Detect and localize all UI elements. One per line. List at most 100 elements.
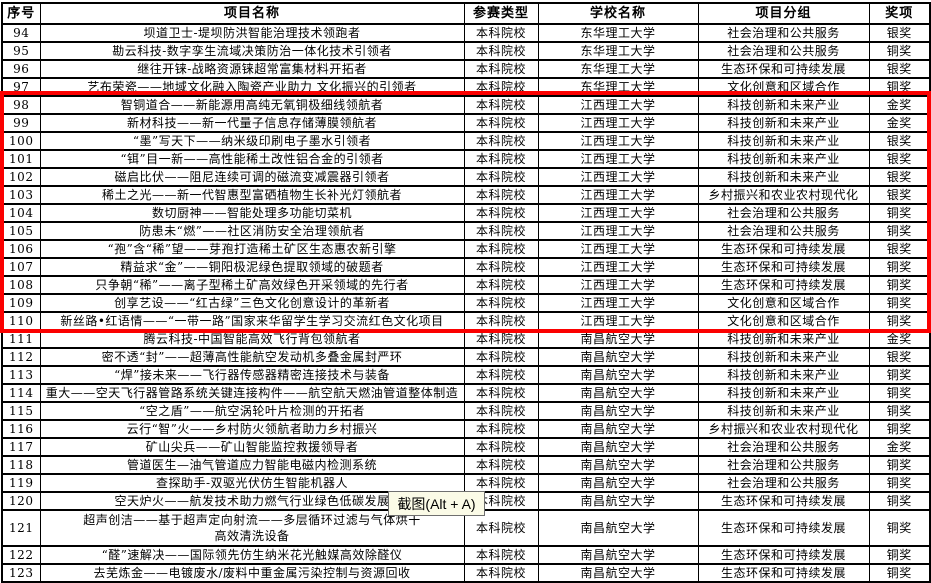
cell-project-group: 科技创新和未来产业	[697, 167, 870, 187]
cell-school-name: 江西理工大学	[537, 203, 699, 223]
cell-index: 96	[1, 59, 41, 79]
cell-project-group: 乡村振兴和农业农村现代化	[697, 419, 870, 439]
cell-project-group: 文化创意和区域合作	[697, 77, 870, 97]
table-row-114: 114 重大——空天飞行器管路系统关键连接构件——航空航天燃油管道整体制造 本科院校…	[1, 383, 931, 403]
cell-index: 122	[1, 545, 41, 565]
table-row-116: 116 云行“智”火——乡村防火领航者助力乡村振兴 本科院校 南昌航空大学 乡村振兴和农…	[1, 419, 931, 439]
cell-award: 铜奖	[868, 419, 931, 439]
cell-project-name: 数切厨神——智能处理多功能切菜机	[39, 203, 465, 223]
table-body: 94 坝道卫士-堤坝防洪智能治理技术领跑者 本科院校 东华理工大学 社会治理和公共服务银…	[1, 23, 931, 583]
cell-entry-type: 本科院校	[463, 203, 539, 223]
cell-entry-type: 本科院校	[463, 365, 539, 385]
screenshot-tooltip: 截图(Alt + A)	[388, 491, 485, 516]
cell-project-group: 生态环保和可持续发展	[697, 491, 870, 511]
cell-school-name: 南昌航空大学	[537, 419, 699, 439]
cell-school-name: 东华理工大学	[537, 41, 699, 61]
table-row-120: 120 空天炉火——航发技术助力燃气行业绿色低碳发展 本科院校 南昌航空大学 生态环保和…	[1, 491, 931, 511]
cell-project-group: 生态环保和可持续发展	[697, 563, 870, 583]
cell-award: 铜奖	[868, 401, 931, 421]
cell-entry-type: 本科院校	[463, 59, 539, 79]
cell-project-name: “墨”写天下——纳米级印刷电子墨水引领者	[39, 131, 465, 151]
cell-project-name: 只争朝“稀”——离子型稀土矿高效绿色开采领域的先行者	[39, 275, 465, 295]
cell-index: 107	[1, 257, 41, 277]
table-row-115: 115 “空之盾”——航空涡轮叶片检测的开拓者 本科院校 南昌航空大学 科技创新和未来产…	[1, 401, 931, 421]
cell-school-name: 南昌航空大学	[537, 563, 699, 583]
cell-school-name: 东华理工大学	[537, 23, 699, 43]
cell-index: 99	[1, 113, 41, 133]
cell-school-name: 江西理工大学	[537, 95, 699, 115]
cell-entry-type: 本科院校	[463, 545, 539, 565]
cell-project-name: 新丝路•红语情——“一带一路”国家来华留学生学习交流红色文化项目	[39, 311, 465, 331]
cell-award: 铜奖	[868, 257, 931, 277]
cell-project-group: 社会治理和公共服务	[697, 221, 870, 241]
cell-entry-type: 本科院校	[463, 311, 539, 331]
table-row-105: 105 防患未“燃”——社区消防安全治理领航者 本科院校 江西理工大学 社会治理和公共服…	[1, 221, 931, 241]
cell-award: 银奖	[868, 347, 931, 367]
table-row-122: 122 “醛”速解决——国际领先仿生纳米花光触媒高效除醛仪 本科院校 南昌航空大学 生态…	[1, 545, 931, 565]
cell-entry-type: 本科院校	[463, 77, 539, 97]
table-row-118: 118 管道医生—油气管道应力智能电磁内检测系统 本科院校 南昌航空大学 社会治理和公共…	[1, 455, 931, 475]
cell-entry-type: 本科院校	[463, 257, 539, 277]
table-row-100: 100 “墨”写天下——纳米级印刷电子墨水引领者 本科院校 江西理工大学 科技创新和未来…	[1, 131, 931, 151]
cell-entry-type: 本科院校	[463, 221, 539, 241]
table-row-109: 109 创享艺设——“红古绿”三色文化创意设计的革新者 本科院校 江西理工大学 文化创意…	[1, 293, 931, 313]
cell-award: 铜奖	[868, 41, 931, 61]
cell-entry-type: 本科院校	[463, 113, 539, 133]
cell-project-name: 空天炉火——航发技术助力燃气行业绿色低碳发展	[39, 491, 465, 511]
cell-project-group: 社会治理和公共服务	[697, 23, 870, 43]
cell-project-name: 防患未“燃”——社区消防安全治理领航者	[39, 221, 465, 241]
cell-project-group: 科技创新和未来产业	[697, 401, 870, 421]
cell-project-name: 勘云科技-数字孪生流域决策防治一体化技术引领者	[39, 41, 465, 61]
cell-award: 金奖	[868, 95, 931, 115]
cell-project-name: 智铜道合——新能源用高纯无氧铜极细线领航者	[39, 95, 465, 115]
cell-award: 铜奖	[868, 311, 931, 331]
cell-award: 银奖	[868, 167, 931, 187]
cell-project-name: “焊”接未来——飞行器传感器精密连接技术与装备	[39, 365, 465, 385]
cell-project-group: 社会治理和公共服务	[697, 437, 870, 457]
cell-project-group: 科技创新和未来产业	[697, 365, 870, 385]
cell-project-group: 生态环保和可持续发展	[697, 239, 870, 259]
cell-entry-type: 本科院校	[463, 23, 539, 43]
cell-school-name: 东华理工大学	[537, 59, 699, 79]
table-row-112: 112 密不透“封”——超薄高性能航空发动机多叠金属封严环 本科院校 南昌航空大学 科技…	[1, 347, 931, 367]
cell-index: 118	[1, 455, 41, 475]
cell-index: 98	[1, 95, 41, 115]
cell-entry-type: 本科院校	[463, 437, 539, 457]
cell-project-group: 科技创新和未来产业	[697, 95, 870, 115]
cell-index: 115	[1, 401, 41, 421]
cell-index: 119	[1, 473, 41, 493]
cell-entry-type: 本科院校	[463, 383, 539, 403]
cell-school-name: 江西理工大学	[537, 131, 699, 151]
cell-school-name: 南昌航空大学	[537, 545, 699, 565]
cell-project-name: 查探助手-双驱光伏仿生智能机器人	[39, 473, 465, 493]
cell-award: 金奖	[868, 113, 931, 133]
cell-project-group: 文化创意和区域合作	[697, 293, 870, 313]
cell-project-name: 创享艺设——“红古绿”三色文化创意设计的革新者	[39, 293, 465, 313]
table-row-104: 104 数切厨神——智能处理多功能切菜机 本科院校 江西理工大学 社会治理和公共服务 铜奖	[1, 203, 931, 223]
cell-project-name: 艺布荣瓷——地域文化融入陶瓷产业助力 文化振兴的引领者	[39, 77, 465, 97]
cell-project-name: “空之盾”——航空涡轮叶片检测的开拓者	[39, 401, 465, 421]
cell-school-name: 南昌航空大学	[537, 437, 699, 457]
cell-entry-type: 本科院校	[463, 329, 539, 349]
cell-project-name: 云行“智”火——乡村防火领航者助力乡村振兴	[39, 419, 465, 439]
cell-award: 铜奖	[868, 383, 931, 403]
cell-school-name: 江西理工大学	[537, 275, 699, 295]
cell-award: 金奖	[868, 437, 931, 457]
table-row-106: 106 “孢”含“稀”望——芽孢打造稀土矿区生态惠农新引擎 本科院校 江西理工大学 生态…	[1, 239, 931, 259]
cell-project-group: 科技创新和未来产业	[697, 149, 870, 169]
table-row-98: 98 智铜道合——新能源用高纯无氧铜极细线领航者 本科院校 江西理工大学 科技创新和未来…	[1, 95, 931, 115]
cell-index: 105	[1, 221, 41, 241]
cell-entry-type: 本科院校	[463, 275, 539, 295]
cell-index: 114	[1, 383, 41, 403]
table-row-94: 94 坝道卫士-堤坝防洪智能治理技术领跑者 本科院校 东华理工大学 社会治理和公共服务银…	[1, 23, 931, 43]
cell-index: 123	[1, 563, 41, 583]
cell-index: 108	[1, 275, 41, 295]
cell-award: 银奖	[868, 59, 931, 79]
cell-index: 101	[1, 149, 41, 169]
cell-project-name: 密不透“封”——超薄高性能航空发动机多叠金属封严环	[39, 347, 465, 367]
cell-project-name: 重大——空天飞行器管路系统关键连接构件——航空航天燃油管道整体制造	[39, 383, 465, 403]
cell-project-name: “孢”含“稀”望——芽孢打造稀土矿区生态惠农新引擎	[39, 239, 465, 259]
cell-school-name: 南昌航空大学	[537, 401, 699, 421]
cell-award: 铜奖	[868, 77, 931, 97]
